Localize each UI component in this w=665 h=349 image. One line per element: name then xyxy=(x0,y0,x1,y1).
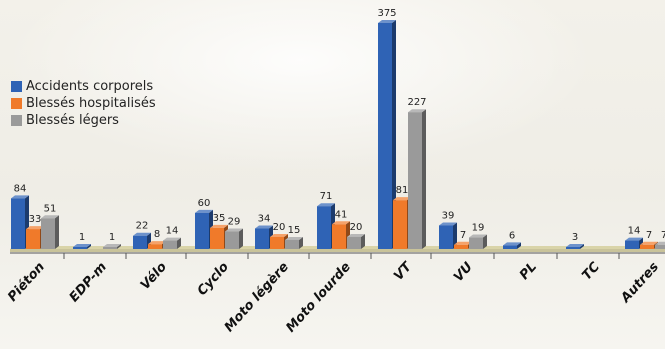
value-label-blesses-legers-vu: 19 xyxy=(472,223,485,234)
category-label-pl: PL xyxy=(517,260,540,283)
value-label-accidents-corporels-tc: 3 xyxy=(572,232,578,243)
bar-accidents-corporels-vu xyxy=(439,222,457,249)
bar-group-pl: 6 xyxy=(503,230,521,249)
bar-blesses-legers-autres xyxy=(655,241,665,249)
legend-item-accidents: Accidents corporels xyxy=(11,78,156,95)
value-label-accidents-corporels-moto-lourde: 71 xyxy=(320,191,333,202)
value-label-accidents-corporels-velo: 22 xyxy=(136,221,149,232)
legend-item-legers: Blessés légers xyxy=(11,112,156,129)
value-label-blesses-hospitalises-velo: 8 xyxy=(154,229,160,240)
category-label-moto-lourde: Moto lourde xyxy=(283,260,354,336)
legend-label-hospitalises: Blessés hospitalisés xyxy=(26,96,156,111)
value-label-blesses-legers-cyclo: 29 xyxy=(228,217,241,228)
value-label-blesses-legers-vt: 227 xyxy=(407,97,426,108)
value-label-accidents-corporels-autres: 14 xyxy=(628,226,641,237)
category-label-velo: Vélo xyxy=(138,260,170,293)
bar-group-tc: 3 xyxy=(566,232,584,249)
category-label-moto-legere: Moto légère xyxy=(222,260,292,336)
bar-group-vu: 39 7 19 xyxy=(439,210,487,249)
bar-blesses-legers-moto-lourde xyxy=(347,233,365,249)
bar-blesses-legers-cyclo xyxy=(225,228,243,249)
value-label-blesses-hospitalises-moto-lourde: 41 xyxy=(335,209,348,220)
value-label-accidents-corporels-cyclo: 60 xyxy=(198,198,211,209)
value-label-blesses-legers-velo: 14 xyxy=(166,226,179,237)
bar-blesses-legers-vt xyxy=(408,109,426,249)
bar-accidents-corporels-pieton xyxy=(11,195,29,249)
category-label-vt: VT xyxy=(391,259,416,284)
value-label-accidents-corporels-moto-legere: 34 xyxy=(258,214,271,225)
category-label-vu: VU xyxy=(451,259,476,285)
category-label-autres: Autres xyxy=(618,259,662,306)
value-label-blesses-hospitalises-moto-legere: 20 xyxy=(273,222,286,233)
bar-group-velo: 22 8 14 xyxy=(133,221,181,249)
floor-front xyxy=(10,249,665,252)
value-label-accidents-corporels-vt: 375 xyxy=(377,8,396,19)
value-label-accidents-corporels-pieton: 84 xyxy=(14,183,27,194)
bar-group-vt: 375 81 227 xyxy=(377,8,427,249)
legend-swatch-accidents xyxy=(11,81,22,92)
bar-blesses-legers-pieton xyxy=(41,215,59,249)
bar-accidents-corporels-edp-m xyxy=(73,244,91,249)
category-label-pieton: Piéton xyxy=(5,260,48,305)
bar-accidents-corporels-pl xyxy=(503,242,521,249)
legend-item-hospitalises: Blessés hospitalisés xyxy=(11,95,156,112)
value-label-blesses-legers-autres: 7 xyxy=(661,230,665,241)
bar-blesses-legers-velo xyxy=(163,237,181,249)
category-label-tc: TC xyxy=(579,259,603,283)
value-label-accidents-corporels-vu: 39 xyxy=(442,210,455,221)
value-label-accidents-corporels-edp-m: 1 xyxy=(79,232,85,243)
value-label-blesses-hospitalises-autres: 7 xyxy=(646,230,652,241)
legend-label-accidents: Accidents corporels xyxy=(26,79,154,94)
bar-accidents-corporels-vt xyxy=(378,20,396,249)
bar-group-autres: 14 7 7 xyxy=(625,226,665,249)
value-label-blesses-legers-edp-m: 1 xyxy=(109,232,115,243)
value-label-blesses-legers-moto-lourde: 20 xyxy=(350,222,363,233)
value-label-blesses-hospitalises-cyclo: 35 xyxy=(213,213,226,224)
bar-blesses-legers-vu xyxy=(469,234,487,249)
value-label-blesses-hospitalises-pieton: 33 xyxy=(29,214,42,225)
bar-blesses-legers-moto-legere xyxy=(285,236,303,249)
category-label-cyclo: Cyclo xyxy=(195,260,232,299)
bar-blesses-legers-edp-m xyxy=(103,244,121,249)
value-label-blesses-hospitalises-vt: 81 xyxy=(396,185,409,196)
bar-accidents-corporels-tc xyxy=(566,244,584,249)
legend: Accidents corporels Blessés hospitalisés… xyxy=(11,78,156,129)
value-label-accidents-corporels-pl: 6 xyxy=(509,230,515,241)
legend-swatch-hospitalises xyxy=(11,98,22,109)
legend-swatch-legers xyxy=(11,115,22,126)
value-label-blesses-hospitalises-vu: 7 xyxy=(460,230,466,241)
value-label-blesses-legers-pieton: 51 xyxy=(44,203,57,214)
bar-accidents-corporels-velo xyxy=(133,232,151,249)
value-label-blesses-legers-moto-legere: 15 xyxy=(288,225,301,236)
legend-label-legers: Blessés légers xyxy=(26,113,119,128)
category-label-edp-m: EDP-m xyxy=(67,260,110,306)
